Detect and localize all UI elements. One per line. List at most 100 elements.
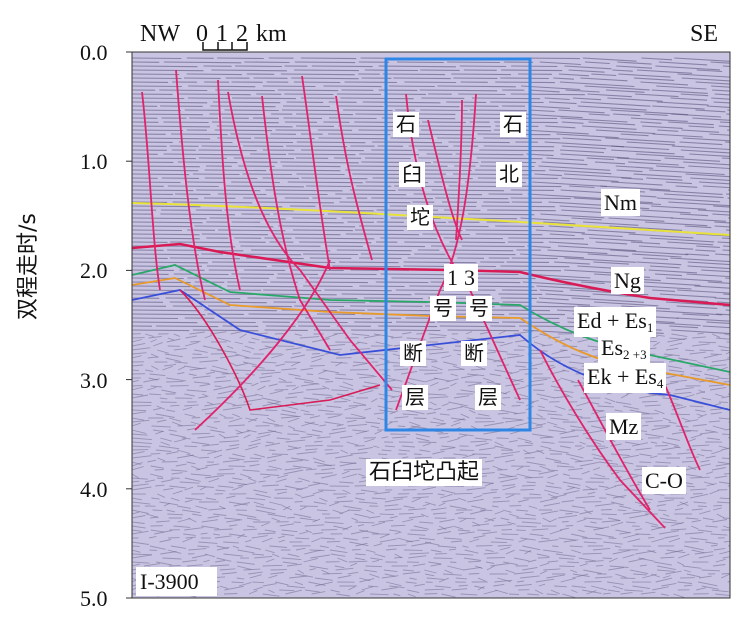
fault-line: [664, 384, 701, 471]
fault-line: [427, 119, 463, 241]
reflection-streaks: [132, 493, 730, 502]
reflection-streaks: [132, 501, 723, 511]
reflection-streaks: [132, 201, 730, 207]
reflection-streaks: [132, 97, 730, 102]
reflection-streaks: [132, 157, 730, 162]
reflection-streaks: [132, 505, 722, 515]
y-tick-label: 0.0: [80, 40, 108, 65]
ng-horizon: [132, 242, 730, 307]
reflection-streaks: [132, 525, 730, 535]
fault-label-right-char: 号: [466, 296, 492, 321]
reflection-streaks: [132, 73, 730, 78]
fault-line: [217, 79, 241, 291]
unit-label-ek-es4: Ek + Es4: [584, 363, 667, 393]
nw-direction-label: NW: [140, 21, 180, 47]
fault-label-left-char: 臼: [399, 162, 425, 187]
reflection-streaks: [132, 445, 730, 455]
nm-horizon: [132, 202, 730, 236]
reflection-streaks: [132, 173, 730, 179]
unit-label-es23: Es2 +3: [598, 334, 650, 364]
reflection-streaks: [132, 542, 730, 551]
reflection-streaks: [132, 437, 722, 447]
fault-label-left-char: 断: [400, 341, 426, 366]
unit-label-ek-es4-main: Ek + Es: [587, 364, 657, 389]
reflection-streaks: [132, 421, 726, 431]
fault-line: [455, 99, 463, 241]
fault-line: [227, 91, 393, 391]
unit-label-co: C-O: [642, 467, 686, 495]
fault-zone-highlight-box: [384, 57, 532, 432]
fault-line: [175, 69, 206, 301]
reflection-streaks: [132, 133, 730, 139]
scale-bar: [202, 42, 248, 51]
reflection-streaks: [132, 241, 730, 246]
reflection-streaks: [132, 533, 725, 543]
reflection-streaks: [132, 149, 730, 155]
reflection-streaks: [132, 521, 730, 530]
fault-line: [261, 95, 331, 351]
y-axis-label: 双程走时/s: [16, 213, 41, 320]
reflection-streaks: [132, 125, 730, 130]
reflection-streaks: [132, 233, 730, 239]
fault-label-right-char: 断: [461, 341, 487, 366]
reflection-streaks: [132, 177, 730, 182]
reflection-streaks: [132, 449, 730, 459]
basement-horizon: [179, 289, 381, 411]
fault-label-left-char: 1: [444, 264, 461, 292]
reflection-streaks: [132, 410, 722, 419]
fault-line: [194, 259, 331, 431]
reflection-streaks: [132, 153, 730, 159]
reflection-streaks: [132, 257, 730, 263]
y-tick-label: 2.0: [80, 258, 108, 283]
reflection-streaks: [132, 105, 730, 111]
reflection-streaks: [132, 81, 730, 88]
scale-label: 0 1 2 km: [196, 21, 287, 47]
fault-line: [335, 95, 373, 261]
unit-label-es23-main: Es: [601, 335, 623, 360]
reflection-streaks: [132, 77, 730, 82]
fault-line: [577, 379, 651, 511]
fault-line: [539, 349, 666, 529]
fault-label-right-char: 层: [475, 385, 501, 410]
unit-label-ed-es1: Ed + Es1: [574, 307, 657, 337]
se-direction-label: SE: [690, 21, 719, 47]
fault-label-left-char: 石: [393, 112, 419, 137]
fault-label-right-char: 石: [500, 112, 526, 137]
reflection-streaks: [132, 181, 730, 188]
fault-label-left-char: 坨: [407, 205, 433, 230]
reflection-streaks: [132, 141, 730, 148]
reflection-streaks: [132, 509, 730, 519]
fault-line: [141, 91, 161, 291]
unit-label-ed-es1-main: Ed + Es: [577, 308, 647, 333]
reflection-streaks: [132, 413, 730, 423]
y-tick-label: 5.0: [80, 586, 108, 611]
reflection-streaks: [132, 165, 730, 171]
fault-lines: [141, 69, 701, 529]
unit-label-ed-es1-sub: 1: [646, 320, 654, 335]
reflection-streaks: [132, 517, 728, 526]
reflection-layers: [132, 57, 730, 598]
unit-label-ng: Ng: [611, 267, 644, 295]
reflection-streaks: [132, 85, 730, 91]
fault-label-right-char: 北: [496, 162, 522, 187]
y-tick-label: 4.0: [80, 477, 108, 502]
reflection-streaks: [132, 553, 730, 563]
reflection-streaks: [132, 65, 730, 71]
fault-line: [395, 93, 477, 411]
y-axis-ticks: [126, 51, 132, 599]
unit-label-es23-sub: 2 +3: [623, 347, 647, 362]
unit-label-nm: Nm: [601, 189, 640, 217]
unit-label-ek-es4-sub: 4: [656, 376, 664, 391]
plot-frame: [131, 51, 731, 599]
reflection-streaks: [132, 109, 730, 116]
reflection-streaks: [132, 89, 730, 94]
reflection-streaks: [132, 69, 723, 74]
reflection-streaks: [132, 213, 730, 219]
fault-label-left-char: 层: [402, 385, 428, 410]
reflection-streaks: [132, 557, 726, 566]
reflection-streaks: [132, 261, 730, 266]
fault-label-right-char: 3: [461, 264, 478, 292]
y-tick-label: 1.0: [80, 149, 108, 174]
unit-label-mz: Mz: [606, 413, 642, 441]
